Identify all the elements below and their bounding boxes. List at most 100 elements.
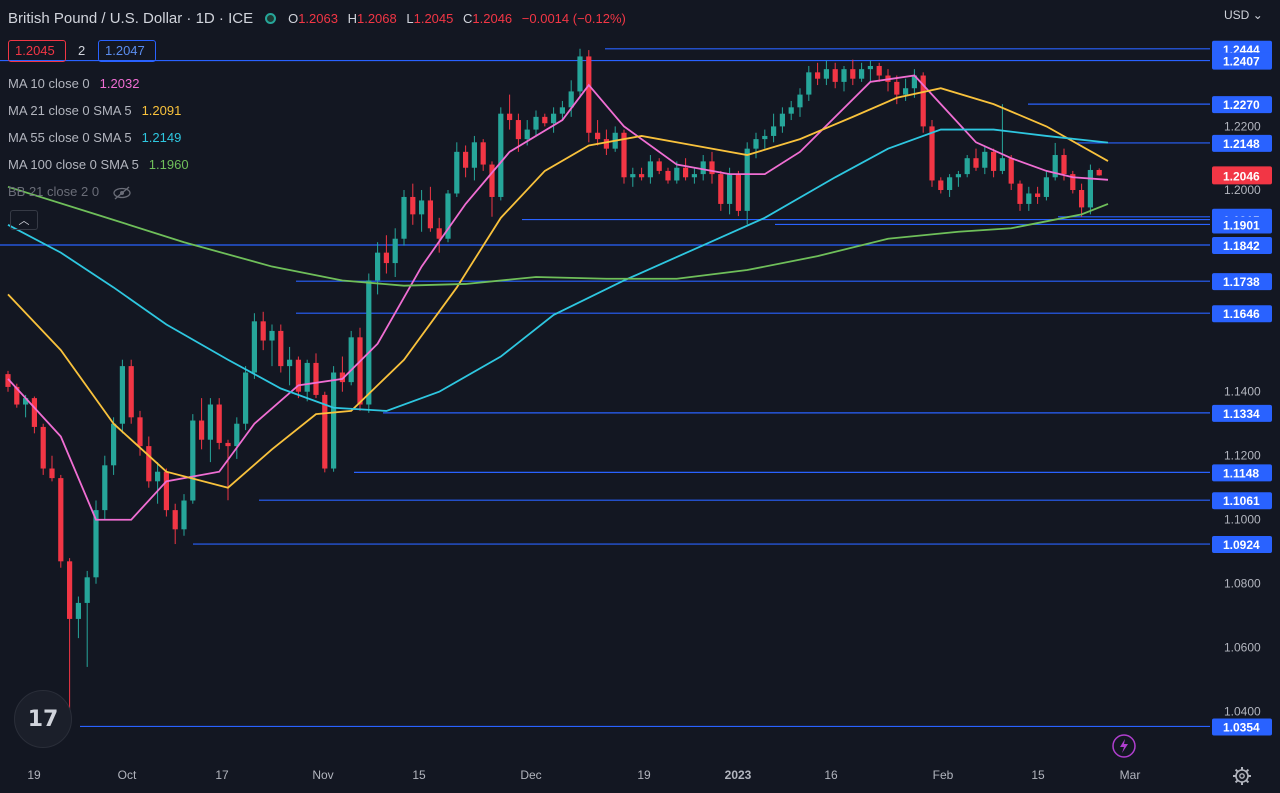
level-price-label: 1.1061 (1223, 494, 1260, 508)
market-status-icon[interactable] (265, 13, 277, 24)
candle-body (832, 69, 838, 82)
spread-value: 2 (78, 43, 86, 58)
ohlc-low-key: L (406, 11, 414, 26)
level-price-label: 1.1646 (1223, 307, 1260, 321)
level-price-badge (1212, 52, 1272, 70)
candle-body (1035, 193, 1041, 197)
candle-body (859, 69, 865, 79)
candle-body (876, 65, 882, 76)
candle-body (603, 139, 609, 149)
candle-body (40, 426, 46, 469)
time-tick-label: Dec (520, 768, 541, 782)
level-price-label: 1.1738 (1223, 275, 1260, 289)
candle-body (260, 321, 266, 341)
level-price-badge (1212, 236, 1272, 254)
indicator-ma100[interactable]: MA 100 close 0 SMA 5 1.1960 (8, 157, 189, 172)
price-tick-label: 1.0400 (1224, 705, 1261, 719)
indicator-value: 1.2032 (99, 76, 140, 91)
ohlc-close-key: C (463, 11, 473, 26)
candle-body (331, 372, 337, 469)
time-tick-label: 15 (412, 768, 426, 782)
candle-body (366, 280, 372, 405)
candle-body (559, 107, 565, 114)
candle-body (542, 116, 548, 124)
candle-body (392, 238, 398, 264)
candle-body (181, 500, 187, 530)
indicator-ma21[interactable]: MA 21 close 0 SMA 5 1.2091 (8, 103, 181, 118)
candle-body (348, 337, 354, 383)
indicator-value: 1.2149 (141, 130, 182, 145)
candle-body (1079, 190, 1085, 208)
price-tick-label: 1.2200 (1224, 119, 1261, 133)
indicator-label: MA 10 close 0 (8, 76, 90, 91)
level-price-label: 1.2270 (1223, 98, 1260, 112)
candle-body (630, 174, 636, 178)
eye-hidden-icon[interactable] (111, 186, 133, 200)
candle-body (1026, 193, 1032, 204)
ohlc-open-key: O (288, 11, 299, 26)
ma10-line (7, 74, 1109, 521)
candle-body (753, 139, 759, 149)
candle-body (1061, 155, 1067, 175)
tradingview-logo[interactable]: 17 (14, 690, 72, 748)
settings-gear-icon[interactable] (1232, 766, 1252, 786)
candle-body (744, 148, 750, 211)
buy-button[interactable]: 1.2047 (98, 40, 156, 62)
level-price-badge (1212, 134, 1272, 152)
ohlc-readout: O1.2063 H1.2068 L1.2045 C1.2046 −0.0014 … (288, 11, 632, 26)
candle-body (419, 200, 425, 215)
candle-body (903, 88, 909, 95)
candle-body (841, 69, 847, 82)
candle-body (850, 69, 856, 79)
indicator-ma10[interactable]: MA 10 close 0 1.2032 (8, 76, 139, 91)
candle-body (621, 132, 627, 178)
current-price-badge (1212, 166, 1272, 185)
time-tick-label: Nov (312, 768, 333, 782)
time-tick-label: Mar (1120, 768, 1141, 782)
candle-body (427, 200, 433, 229)
candle-body (973, 158, 979, 168)
indicator-label: MA 21 close 0 SMA 5 (8, 103, 132, 118)
candle-body (278, 330, 284, 367)
ohlc-high: 1.2068 (356, 11, 397, 26)
candle-body (119, 366, 125, 424)
indicator-bb[interactable]: BB 21 close 2 0 (8, 184, 133, 200)
time-tick-label: Oct (118, 768, 137, 782)
price-tick-label: 1.0600 (1224, 641, 1261, 655)
lightning-icon[interactable] (1111, 733, 1137, 759)
symbol-title[interactable]: British Pound / U.S. Dollar · 1D · ICE (8, 10, 254, 27)
candle-body (225, 442, 231, 447)
candle-body (67, 561, 73, 619)
candle-body (779, 113, 785, 127)
candle-body (102, 465, 108, 511)
candle-body (75, 602, 81, 619)
price-tick-label: 1.2000 (1224, 183, 1261, 197)
candle-body (595, 132, 601, 140)
candle-body (955, 174, 961, 178)
candle-body (920, 75, 926, 127)
candle-body (991, 151, 997, 171)
ohlc-change: −0.0014 (−0.12%) (521, 11, 626, 26)
candle-body (84, 577, 90, 603)
sell-button[interactable]: 1.2045 (8, 40, 66, 62)
candle-body (251, 321, 257, 373)
candle-body (700, 161, 706, 175)
candle-body (401, 196, 407, 239)
level-price-badge (1212, 305, 1272, 323)
candle-body (947, 177, 953, 190)
candle-body (929, 126, 935, 181)
collapse-legend-button[interactable]: ︿ (10, 210, 38, 230)
candle-body (383, 252, 389, 264)
candle-body (639, 174, 645, 178)
candle-body (586, 56, 592, 133)
candle-body (718, 174, 724, 204)
price-tick-label: 1.0800 (1224, 577, 1261, 591)
time-tick-label: 16 (824, 768, 838, 782)
indicator-label: MA 55 close 0 SMA 5 (8, 130, 132, 145)
candle-body (5, 374, 11, 387)
indicator-ma55[interactable]: MA 55 close 0 SMA 5 1.2149 (8, 130, 181, 145)
candle-body (58, 478, 64, 562)
level-price-label: 1.0354 (1223, 720, 1260, 734)
currency-selector[interactable]: USD ⌄ (1224, 8, 1263, 22)
